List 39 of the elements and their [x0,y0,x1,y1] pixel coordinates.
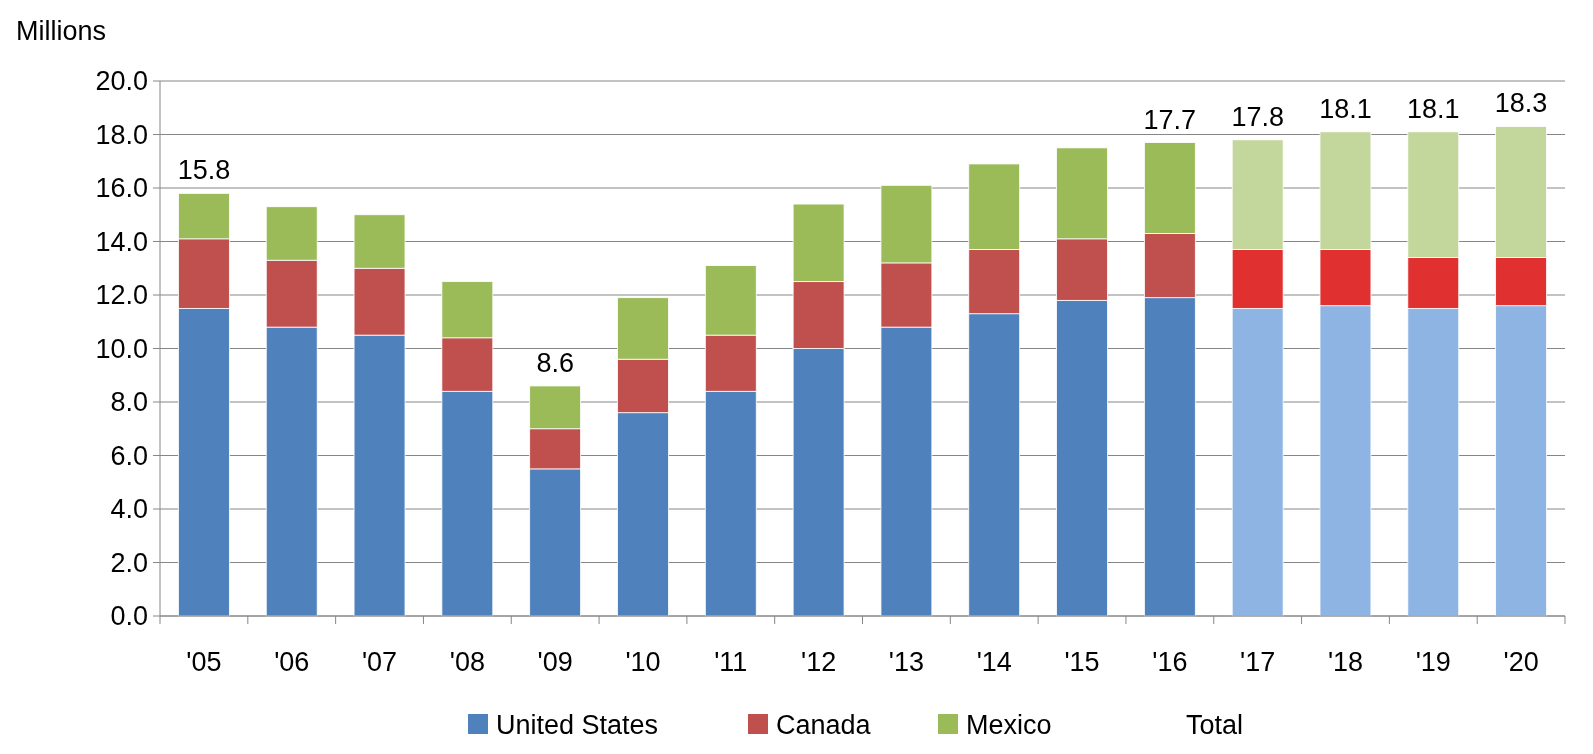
x-tick-label: '10 [625,647,661,677]
x-tick-label: '14 [976,647,1012,677]
x-tick-label: '05 [186,647,222,677]
total-label: 17.8 [1231,101,1284,132]
text: Total [1186,710,1244,740]
x-tick-label: '08 [449,647,485,677]
total-label: 18.3 [1494,88,1548,119]
y-tick-label: 10.0 [95,333,148,364]
legend-label: Canada [776,710,872,740]
x-tick-label: '16 [1152,647,1188,677]
y-tick-label: 16.0 [95,173,148,204]
x-tick-label: '11 [714,647,748,677]
legend-label: Mexico [966,710,1052,740]
legend-label: United States [496,710,659,740]
x-tick-label: '06 [274,647,310,677]
total-label: 8.6 [536,347,574,378]
x-tick-label: '09 [537,647,573,677]
x-tick-label: '18 [1327,647,1364,677]
y-tick-label: 14.0 [95,226,148,257]
x-tick-label: '15 [1064,647,1100,677]
x-tick-label: '07 [361,647,398,677]
y-tick-label: 0.0 [110,601,148,632]
total-label: 18.1 [1407,93,1460,124]
total-label: 15.8 [177,155,231,186]
x-tick-label: '19 [1415,647,1451,677]
y-tick-label: 12.0 [95,280,148,311]
y-tick-label: 2.0 [110,547,148,578]
y-tick-label: 4.0 [110,494,148,525]
x-tick-label: '13 [888,647,924,677]
y-tick-label: 6.0 [110,440,148,471]
y-tick-label: 20.0 [95,66,148,97]
y-tick-label: 8.0 [110,387,148,418]
x-tick-label: '20 [1503,647,1539,677]
x-tick-label: '12 [801,647,837,677]
y-tick-label: 18.0 [95,119,148,150]
total-label: 18.1 [1319,93,1372,124]
total-label: 17.7 [1143,104,1197,135]
y-axis-title: Millions [16,16,107,46]
x-tick-label: '17 [1240,647,1276,677]
